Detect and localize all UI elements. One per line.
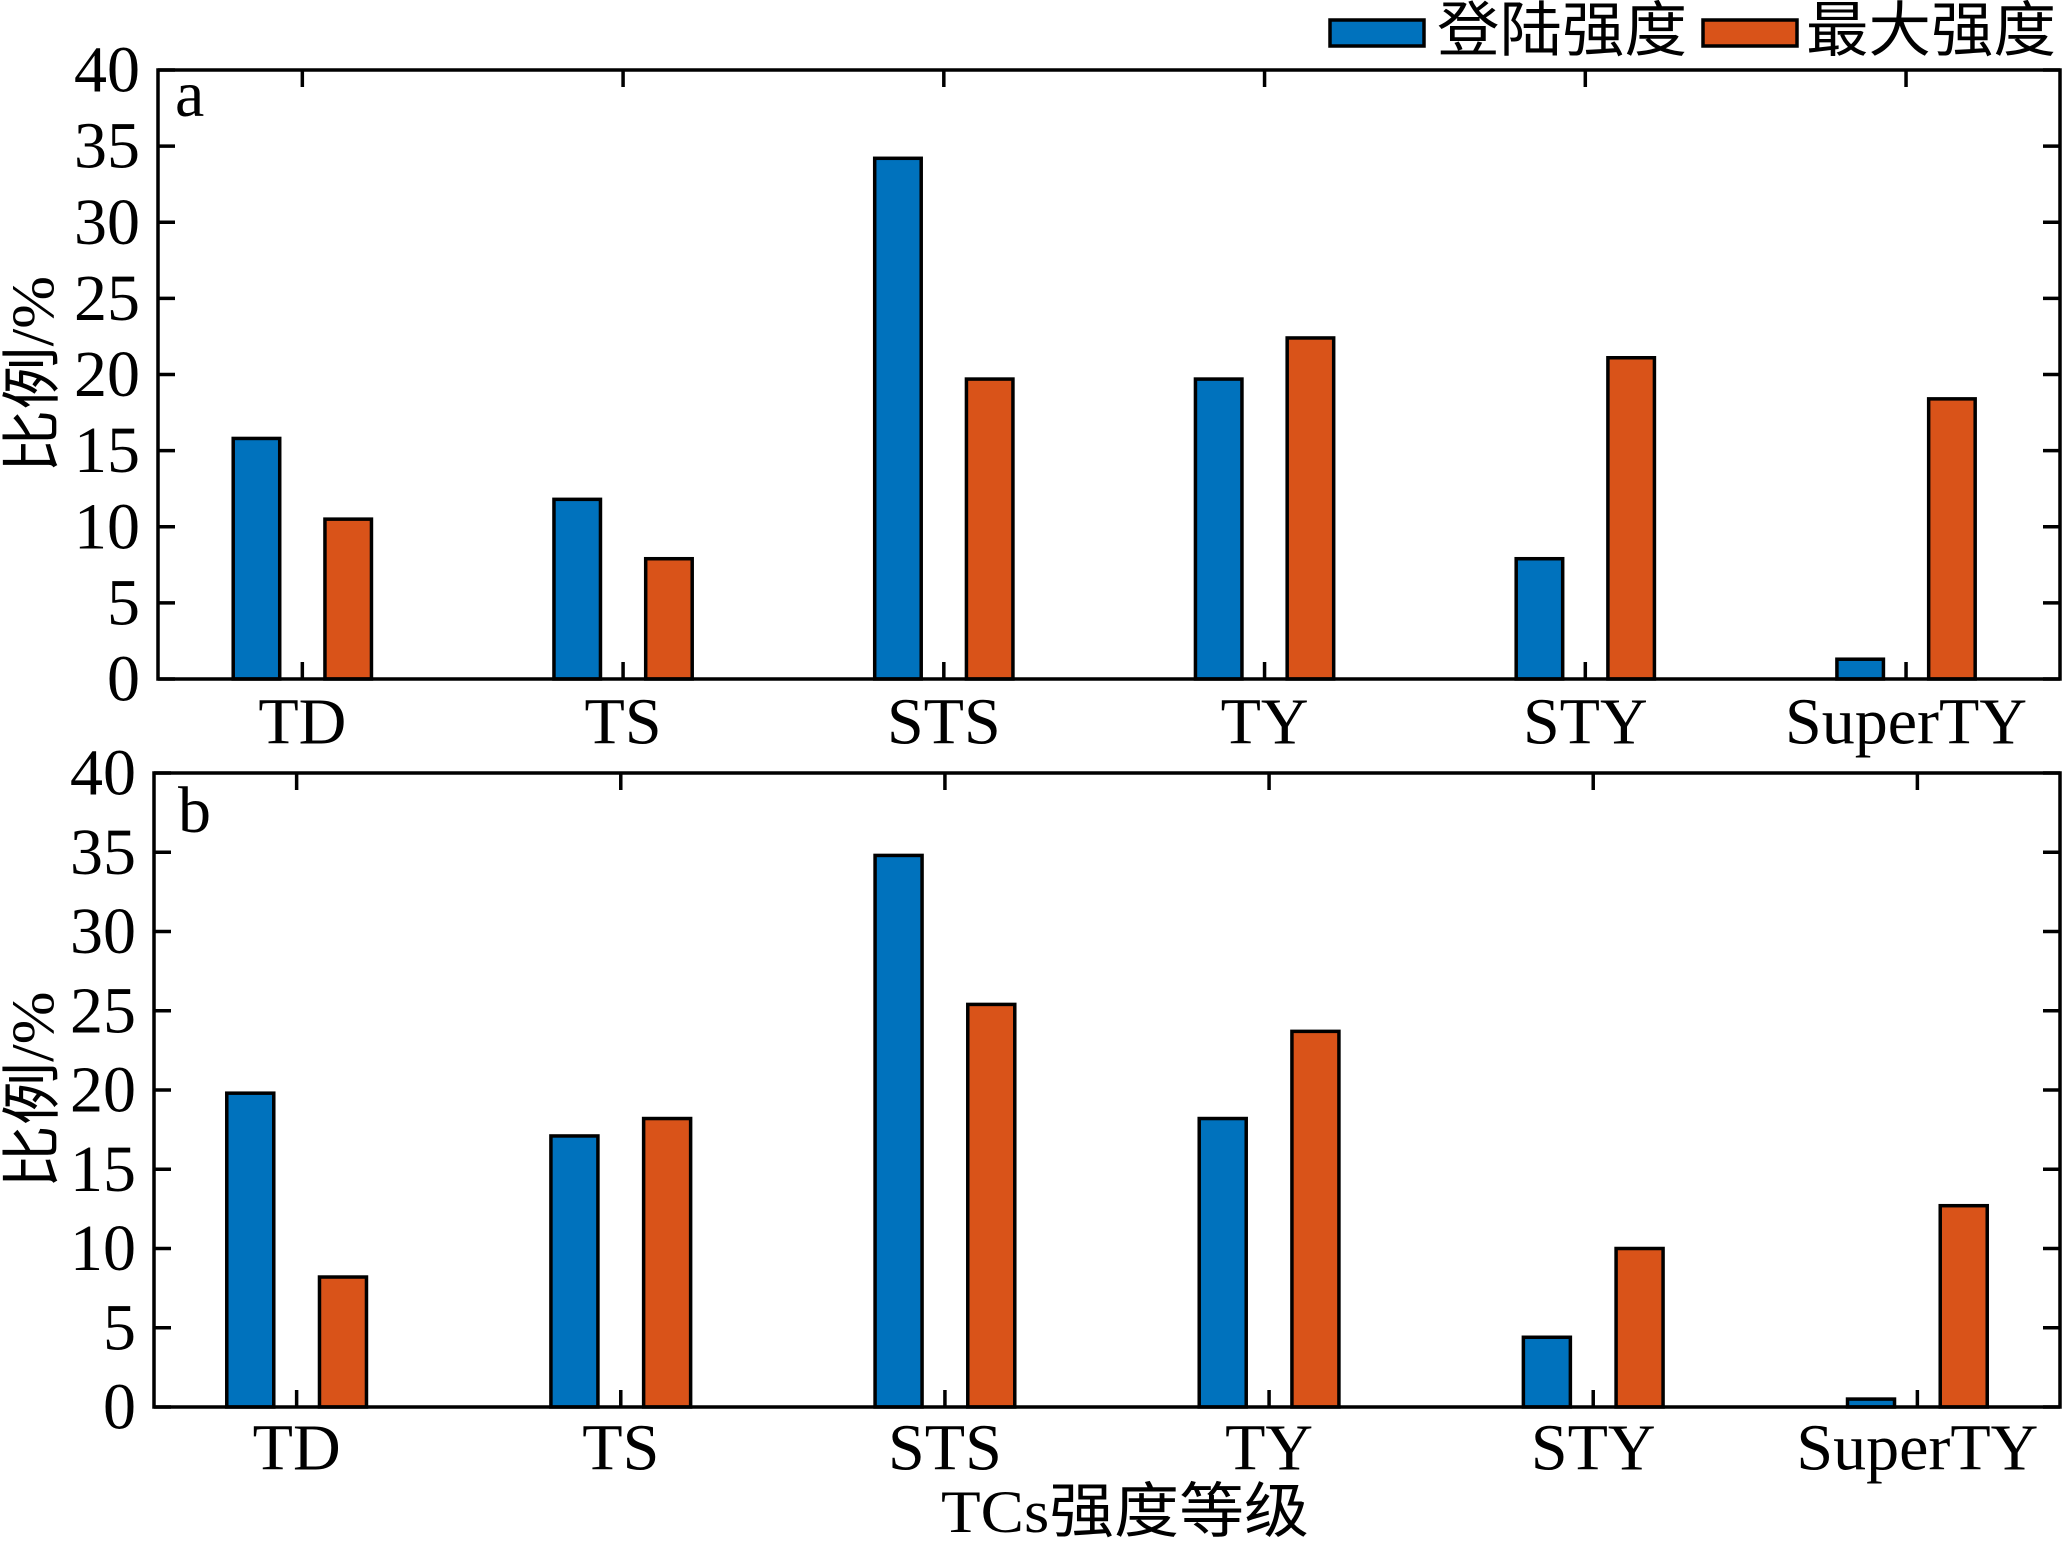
ytick-label-a-20: 20 xyxy=(74,338,140,411)
panel-label-b: b xyxy=(178,774,211,847)
bar-b-sts-series-1 xyxy=(873,853,924,1409)
xtick-label-a-sty: STY xyxy=(1523,686,1648,759)
bar-a-superty-series-1 xyxy=(1835,657,1886,681)
xtick-label-b-ty: TY xyxy=(1225,1412,1313,1485)
ytick-label-a-5: 5 xyxy=(107,566,140,639)
bar-b-td-series-2 xyxy=(317,1275,369,1409)
bars-b xyxy=(225,853,1989,1409)
x-axis-b: TD TS STS TY STY SuperTY xyxy=(253,773,2038,1485)
bar-a-ty-series-1 xyxy=(1193,377,1244,681)
ytick-label-b-0: 0 xyxy=(103,1371,136,1444)
xtick-label-b-sts: STS xyxy=(888,1412,1002,1485)
bar-a-ts-series-1 xyxy=(552,497,603,681)
x-axis-a: TD TS STS TY STY SuperTY xyxy=(258,70,2027,759)
bar-b-ts-series-1 xyxy=(549,1134,600,1409)
ytick-label-a-0: 0 xyxy=(107,643,140,716)
legend: 登陆强度 最大强度 xyxy=(1328,0,2056,64)
ytick-label-a-25: 25 xyxy=(74,262,140,335)
xtick-label-b-ts: TS xyxy=(582,1412,659,1485)
legend-swatch-series-1 xyxy=(1328,18,1426,48)
panel-label-a: a xyxy=(175,58,204,131)
y-axis-title-b: 比例/% xyxy=(0,992,66,1189)
xtick-label-a-sts: STS xyxy=(887,686,1001,759)
ytick-label-b-5: 5 xyxy=(103,1291,136,1364)
ytick-label-b-40: 40 xyxy=(70,737,136,810)
bar-b-ty-series-1 xyxy=(1197,1116,1248,1409)
ytick-label-a-35: 35 xyxy=(74,110,140,183)
ytick-label-b-25: 25 xyxy=(70,974,136,1047)
x-axis-title-b: TCs强度等级 xyxy=(941,1479,1309,1545)
xtick-label-a-ts: TS xyxy=(585,686,662,759)
bar-a-td-series-1 xyxy=(231,436,282,681)
legend-label-series-2: 最大强度 xyxy=(1806,0,2056,64)
ytick-label-a-10: 10 xyxy=(74,490,140,563)
ytick-label-b-30: 30 xyxy=(70,895,136,968)
plot-area-a xyxy=(156,68,2062,681)
bar-a-sts-series-1 xyxy=(872,156,923,681)
bar-b-td-series-1 xyxy=(225,1091,276,1409)
bars-a xyxy=(231,156,1977,681)
bar-a-sty-series-2 xyxy=(1606,356,1657,681)
bar-a-superty-series-2 xyxy=(1926,397,1977,681)
legend-label-series-1: 登陆强度 xyxy=(1437,0,1687,64)
plot-area-b xyxy=(152,771,2062,1409)
xtick-label-b-sty: STY xyxy=(1531,1412,1656,1485)
legend-swatch-series-2 xyxy=(1701,18,1799,48)
y-axis-title-a: 比例/% xyxy=(0,276,66,473)
bar-a-sty-series-1 xyxy=(1514,556,1565,681)
bar-b-superty-series-2 xyxy=(1938,1203,1989,1409)
ytick-label-b-35: 35 xyxy=(70,816,136,889)
ytick-label-a-40: 40 xyxy=(74,34,140,107)
bar-b-ts-series-2 xyxy=(641,1116,693,1409)
bar-b-sts-series-2 xyxy=(966,1002,1017,1409)
bar-b-sty-series-2 xyxy=(1614,1246,1665,1409)
ytick-label-b-20: 20 xyxy=(70,1054,136,1127)
ytick-label-b-15: 15 xyxy=(70,1133,136,1206)
xtick-label-b-superty: SuperTY xyxy=(1796,1412,2038,1485)
bar-a-ty-series-2 xyxy=(1285,336,1336,681)
bar-b-sty-series-1 xyxy=(1521,1335,1573,1409)
ytick-label-b-10: 10 xyxy=(70,1212,136,1285)
xtick-label-a-superty: SuperTY xyxy=(1785,686,2027,759)
ytick-label-a-15: 15 xyxy=(74,414,140,487)
xtick-label-a-td: TD xyxy=(258,686,346,759)
ytick-label-a-30: 30 xyxy=(74,186,140,259)
bar-a-ts-series-2 xyxy=(643,556,694,681)
xtick-label-a-ty: TY xyxy=(1221,686,1309,759)
xtick-label-b-td: TD xyxy=(253,1412,341,1485)
bar-a-sts-series-2 xyxy=(964,377,1015,681)
bar-a-td-series-2 xyxy=(323,517,374,681)
bar-b-ty-series-2 xyxy=(1290,1029,1341,1409)
